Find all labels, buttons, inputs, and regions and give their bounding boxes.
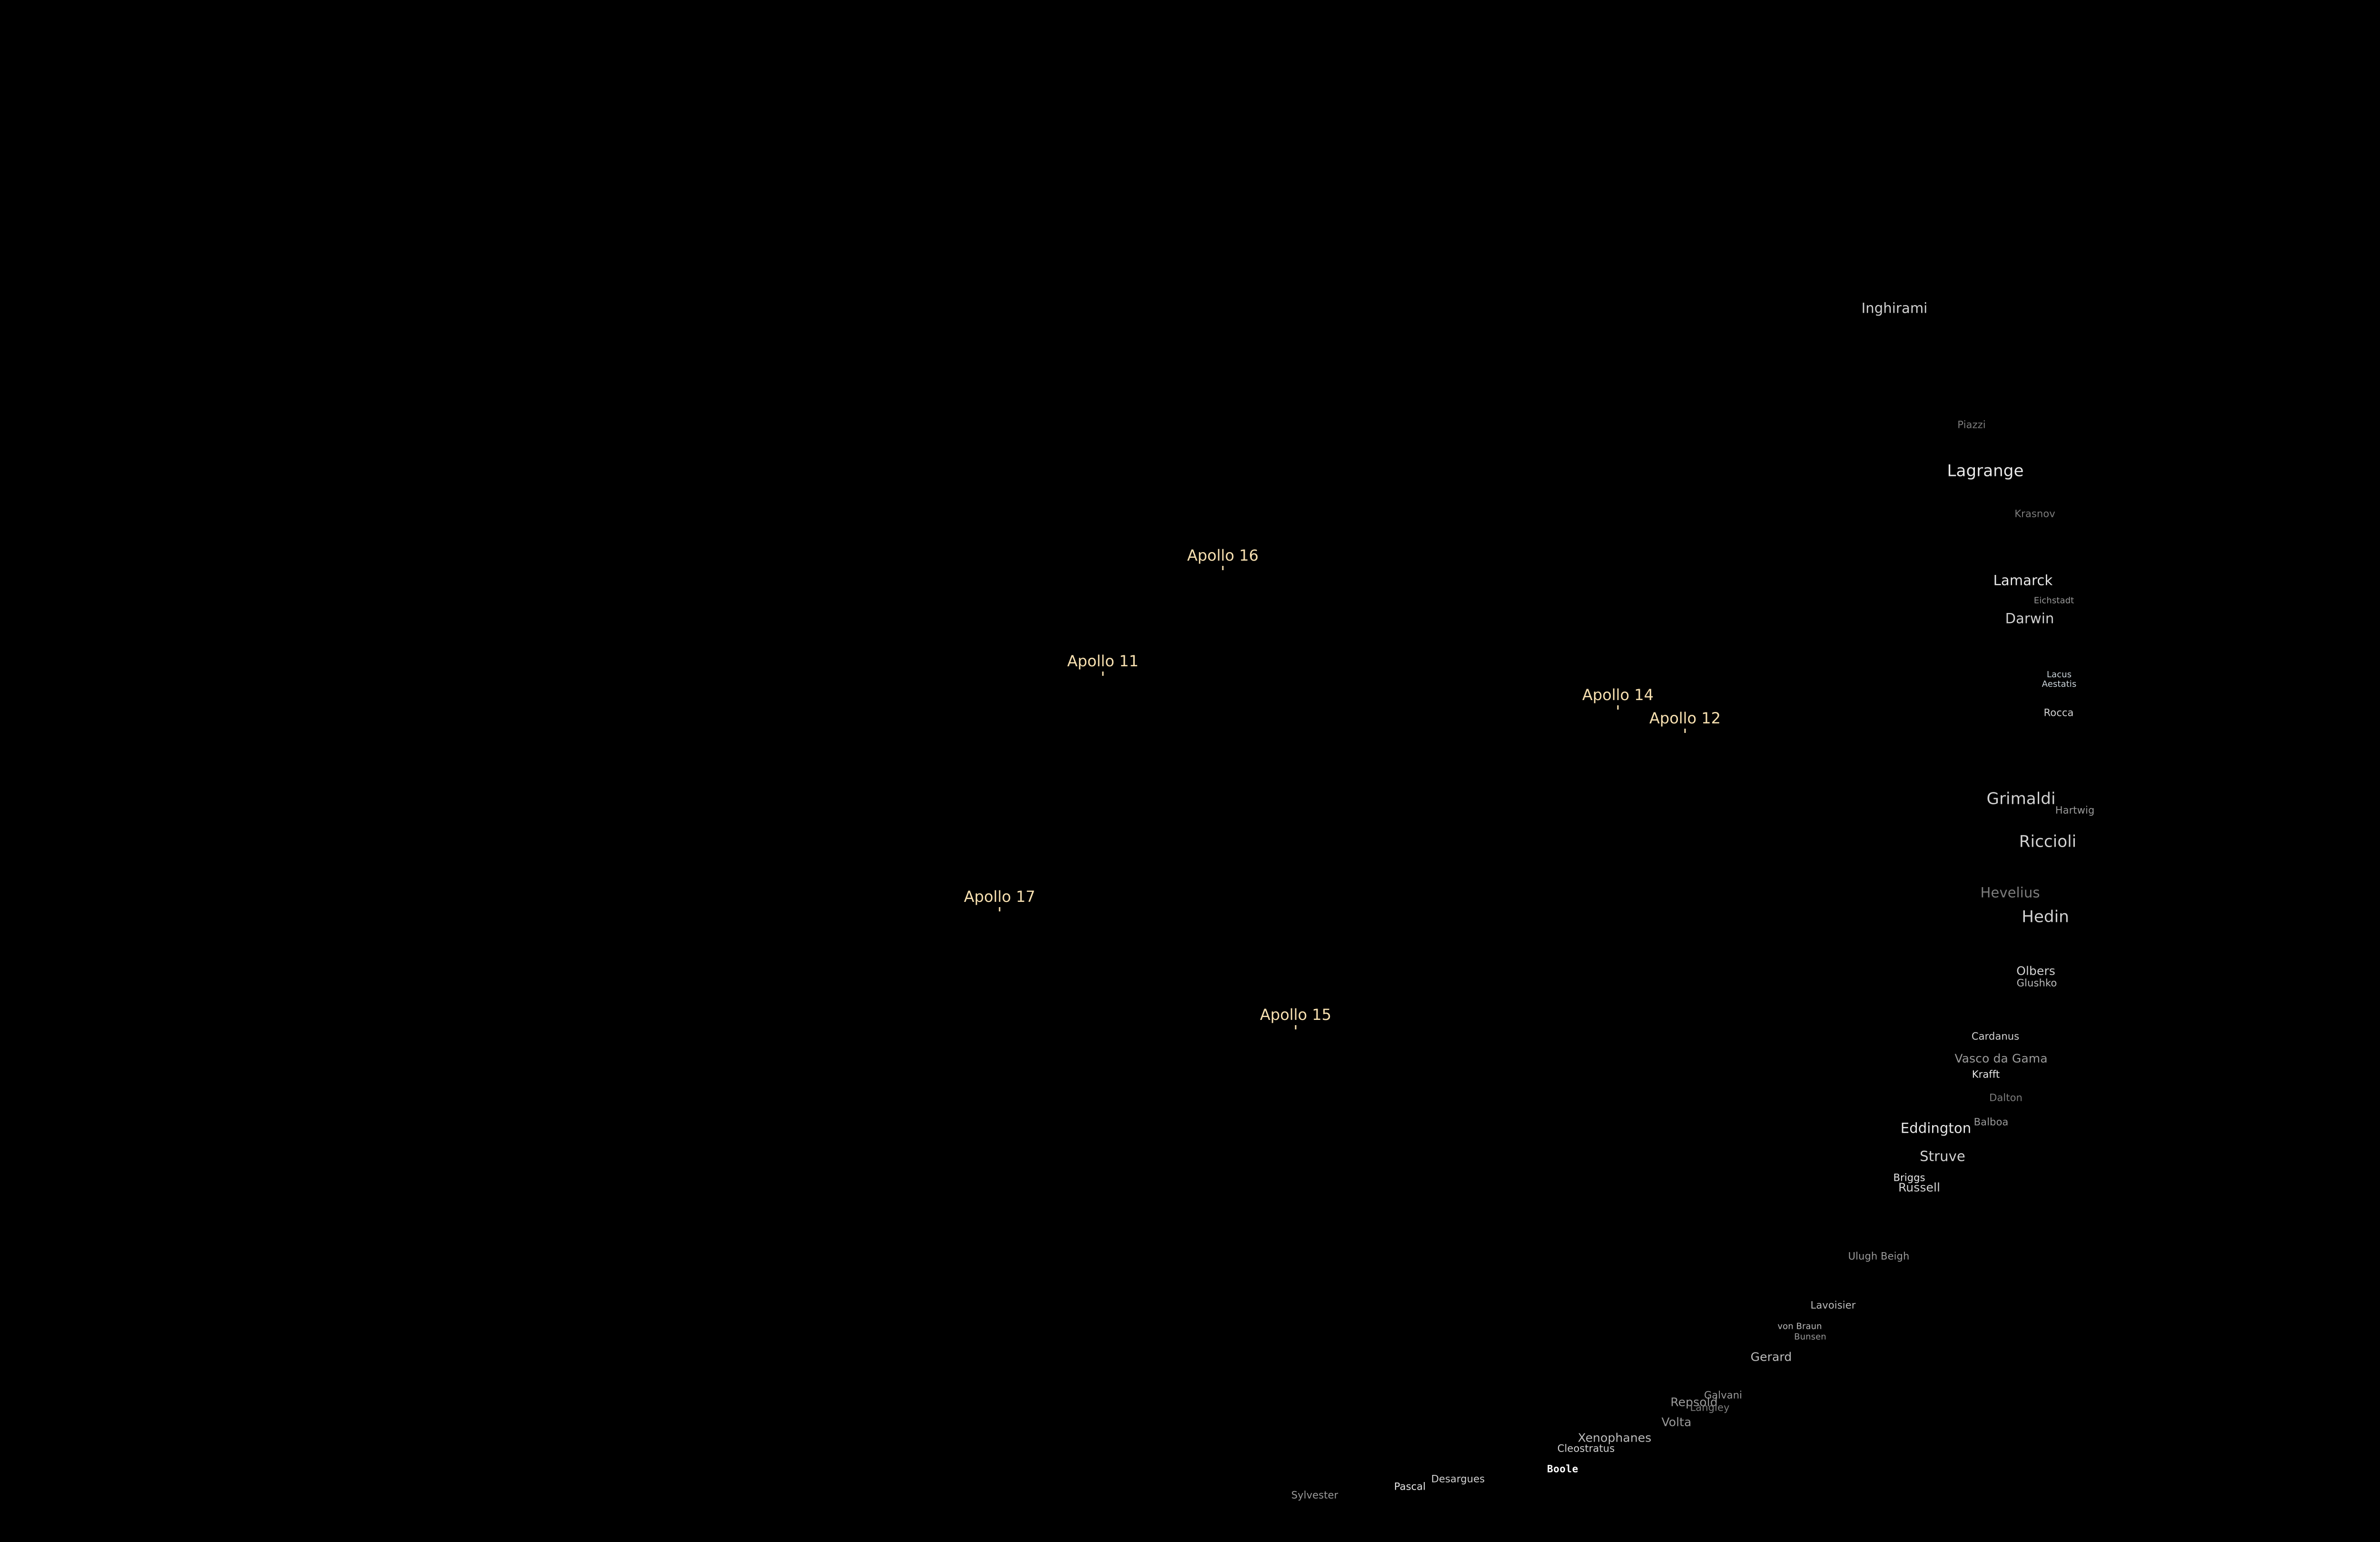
landing-site-marker[interactable]: Apollo 15 [1259, 1006, 1332, 1029]
feature-label[interactable]: Lavoisier [1810, 1299, 1856, 1311]
feature-label[interactable]: Struve [1920, 1148, 1965, 1165]
landing-site-marker[interactable]: Apollo 11 [1067, 652, 1139, 676]
landing-site-tick-icon [1222, 566, 1224, 570]
landing-site-marker[interactable]: Apollo 12 [1649, 709, 1721, 733]
feature-label[interactable]: Briggs [1893, 1172, 1925, 1184]
feature-label[interactable]: Inghirami [1861, 300, 1928, 316]
feature-label[interactable]: Lacus Aestatis [2042, 670, 2077, 689]
landing-site-label: Apollo 16 [1187, 546, 1259, 564]
feature-label[interactable]: Sylvester [1291, 1489, 1339, 1501]
feature-label[interactable]: Darwin [2005, 610, 2054, 627]
landing-site-label: Apollo 14 [1582, 686, 1654, 704]
feature-label[interactable]: Balboa [1973, 1116, 2009, 1128]
feature-label[interactable]: Gerard [1750, 1350, 1792, 1364]
landing-site-label: Apollo 11 [1067, 652, 1139, 670]
landing-site-label: Apollo 17 [963, 888, 1036, 906]
feature-label[interactable]: Repsold [1670, 1395, 1718, 1409]
feature-label[interactable]: Cleostratus [1557, 1443, 1615, 1454]
feature-label[interactable]: Xenophanes [1577, 1431, 1652, 1445]
feature-label[interactable]: Cardanus [1971, 1030, 2020, 1042]
landing-site-label: Apollo 12 [1649, 709, 1721, 727]
feature-label[interactable]: Riccioli [2019, 832, 2077, 851]
feature-label[interactable]: Galvani [1704, 1389, 1743, 1401]
feature-label[interactable]: Dalton [1989, 1092, 2023, 1104]
feature-label-line: Lacus [2046, 669, 2072, 680]
feature-label[interactable]: Glushko [2016, 977, 2057, 989]
feature-label[interactable]: Eddington [1900, 1120, 1972, 1137]
landing-site-tick-icon [999, 907, 1001, 911]
feature-label-line: Aestatis [2042, 679, 2077, 689]
feature-label[interactable]: Langley [1690, 1402, 1730, 1414]
feature-label[interactable]: Volta [1661, 1415, 1692, 1429]
feature-label[interactable]: Desargues [1431, 1473, 1485, 1485]
feature-label[interactable]: Lagrange [1947, 461, 2024, 481]
feature-label[interactable]: Piazzi [1957, 419, 1986, 431]
feature-label[interactable]: Rocca [2043, 707, 2074, 719]
feature-label[interactable]: Krasnov [2014, 508, 2055, 520]
feature-label[interactable]: Krafft [1972, 1068, 2000, 1080]
landing-site-tick-icon [1684, 729, 1686, 733]
landing-site-marker[interactable]: Apollo 14 [1582, 686, 1654, 710]
landing-site-marker[interactable]: Apollo 17 [963, 888, 1036, 911]
feature-label[interactable]: Boole [1547, 1463, 1578, 1475]
feature-label[interactable]: Eichstadt [2033, 595, 2074, 606]
feature-label[interactable]: Olbers [2016, 964, 2055, 978]
feature-label[interactable]: Pascal [1394, 1481, 1426, 1493]
feature-label[interactable]: Grimaldi [1986, 789, 2056, 809]
landing-site-label: Apollo 15 [1259, 1006, 1332, 1024]
feature-label[interactable]: von Braun [1777, 1321, 1822, 1332]
landing-site-marker[interactable]: Apollo 16 [1187, 546, 1259, 570]
feature-label[interactable]: Ulugh Beigh [1848, 1250, 1910, 1262]
feature-label[interactable]: Hedin [2022, 907, 2069, 927]
landing-site-tick-icon [1617, 705, 1619, 710]
landing-site-tick-icon [1102, 672, 1104, 676]
feature-label[interactable]: Russell [1898, 1180, 1941, 1195]
landing-site-tick-icon [1295, 1025, 1297, 1029]
feature-label[interactable]: Hartwig [2055, 804, 2095, 816]
feature-label[interactable]: Lamarck [1993, 572, 2053, 589]
feature-label[interactable]: Vasco da Gama [1954, 1051, 2048, 1066]
feature-label[interactable]: Bunsen [1794, 1332, 1826, 1342]
feature-label[interactable]: Hevelius [1980, 884, 2040, 901]
